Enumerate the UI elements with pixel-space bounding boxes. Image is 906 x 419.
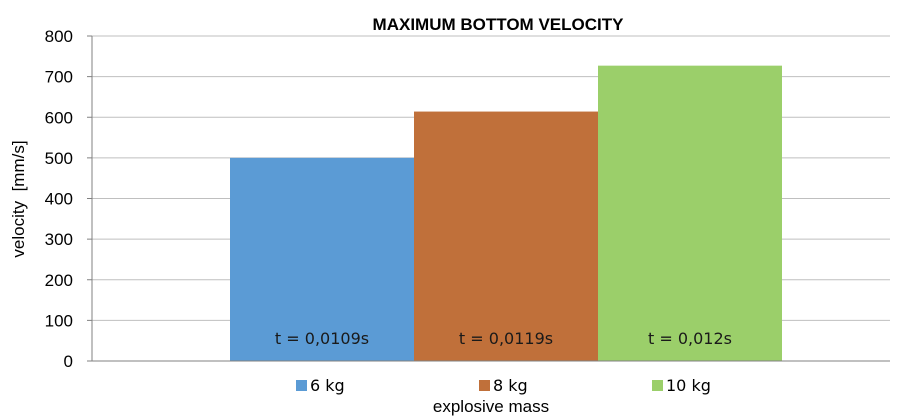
y-axis-title: velocity [mm/s] [9, 140, 28, 257]
y-tick-label: 300 [45, 230, 73, 249]
legend: 6 kg 8 kg 10 kg [296, 376, 711, 395]
y-tick-label: 100 [45, 311, 73, 330]
bar-data-label: t = 0,012s [648, 329, 732, 348]
legend-label: 6 kg [310, 376, 345, 395]
legend-swatch [296, 380, 307, 391]
legend-swatch [479, 380, 490, 391]
bar-10kg [598, 65, 782, 361]
legend-swatch [652, 380, 663, 391]
y-tick-label: 200 [45, 271, 73, 290]
bar-data-label: t = 0,0119s [459, 329, 553, 348]
legend-label: 10 kg [666, 376, 711, 395]
y-tick-label: 700 [45, 68, 73, 87]
bar-data-label: t = 0,0109s [275, 329, 369, 348]
bar-data-labels: t = 0,0109s t = 0,0119s t = 0,012s [275, 329, 732, 348]
y-tick-labels: 0 100 200 300 400 500 600 700 800 [45, 27, 73, 371]
bar-6kg [230, 157, 414, 361]
y-tick-label: 500 [45, 149, 73, 168]
bars [230, 65, 782, 361]
y-tick-label: 0 [64, 352, 73, 371]
x-axis-title: explosive mass [433, 397, 549, 416]
bar-8kg [414, 111, 598, 361]
y-tick-label: 600 [45, 108, 73, 127]
y-tick-label: 400 [45, 190, 73, 209]
legend-label: 8 kg [493, 376, 528, 395]
y-tick-label: 800 [45, 27, 73, 46]
chart-title: MAXIMUM BOTTOM VELOCITY [373, 15, 625, 34]
